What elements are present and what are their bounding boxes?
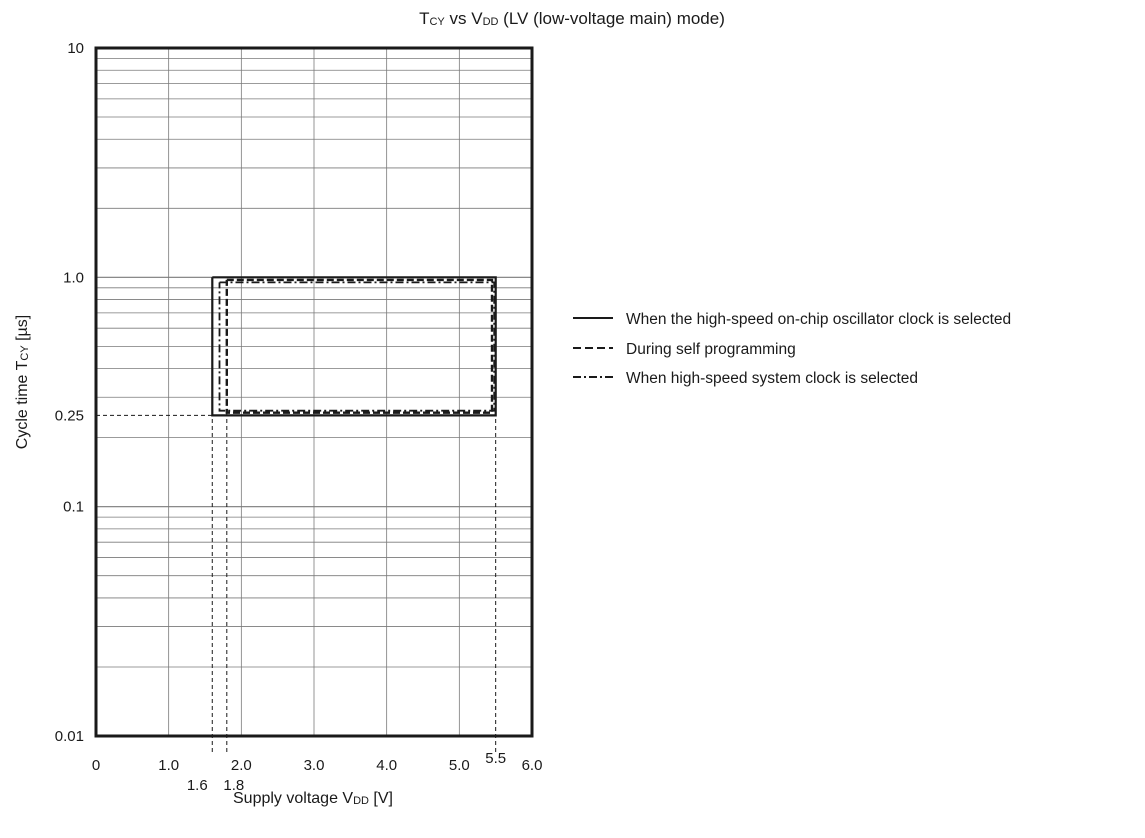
legend-label-onchip-oscillator: When the high-speed on-chip oscillator c… — [626, 311, 1011, 328]
legend-item-self-programming: During self programming — [573, 341, 796, 358]
y-tick-label: 0.1 — [63, 499, 84, 516]
x-special-tick-label: 1.8 — [223, 777, 244, 794]
legend: When the high-speed on-chip oscillator c… — [573, 311, 1011, 387]
y-tick-labels: 10 1.0 0.25 0.1 0.01 — [55, 40, 84, 745]
grid — [96, 48, 532, 736]
y-tick-label: 1.0 — [63, 269, 84, 286]
series-line-dashed — [225, 278, 494, 414]
x-axis-title: Supply voltage VDD [V] — [233, 790, 393, 807]
legend-item-onchip-oscillator: When the high-speed on-chip oscillator c… — [573, 311, 1011, 328]
x-special-tick-label: 1.6 — [187, 777, 208, 794]
x-tick-label: 2.0 — [231, 757, 252, 774]
series-line-dashdot — [218, 281, 496, 412]
y-tick-label: 0.01 — [55, 728, 84, 745]
x-tick-label: 5.0 — [449, 757, 470, 774]
x-tick-label: 4.0 — [376, 757, 397, 774]
y-axis-title: Cycle time TCY [µs] — [14, 315, 31, 449]
x-tick-label: 1.0 — [158, 757, 179, 774]
series-group — [211, 276, 497, 417]
plot-frame — [94, 46, 534, 738]
x-tick-labels: 0 1.0 2.0 3.0 4.0 5.0 6.0 1.6 1.8 5.5 — [92, 750, 543, 794]
legend-label-system-clock: When high-speed system clock is selected — [626, 370, 918, 387]
x-special-tick-label: 5.5 — [485, 750, 506, 767]
x-tick-label: 6.0 — [522, 757, 543, 774]
x-tick-label: 0 — [92, 757, 100, 774]
y-tick-label: 0.25 — [55, 407, 84, 424]
legend-item-system-clock: When high-speed system clock is selected — [573, 370, 918, 387]
reference-lines — [96, 412, 497, 752]
chart-title: TCY vs VDD (LV (low-voltage main) mode) — [419, 9, 725, 28]
series-line-solid — [211, 276, 497, 417]
x-tick-label: 3.0 — [304, 757, 325, 774]
y-tick-label: 10 — [67, 40, 84, 57]
legend-label-self-programming: During self programming — [626, 341, 796, 358]
